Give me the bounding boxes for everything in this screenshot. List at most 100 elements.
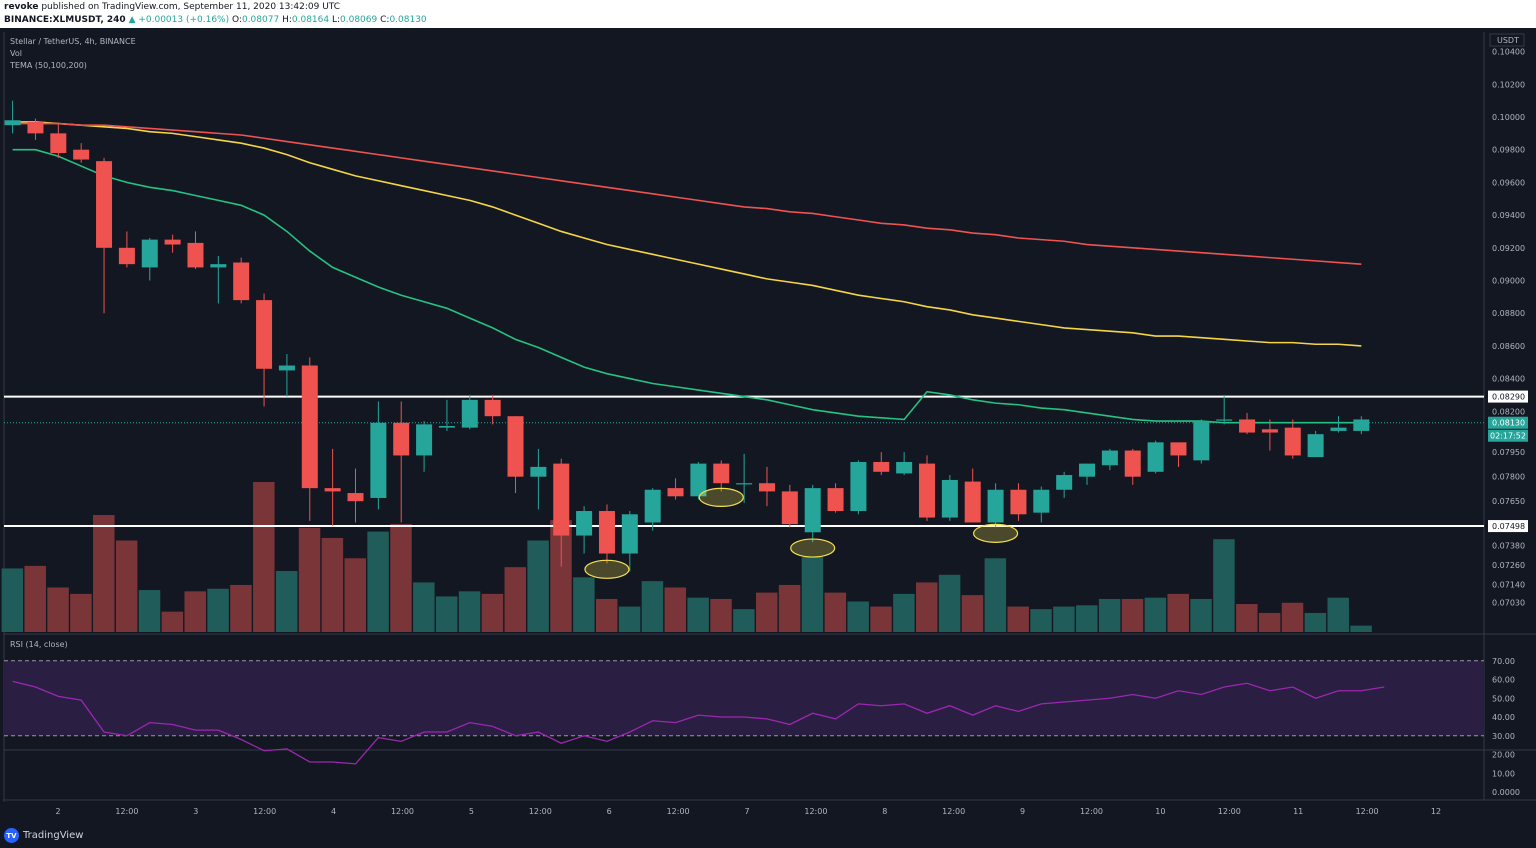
candle-body[interactable] <box>416 424 433 456</box>
candle-body[interactable] <box>850 461 867 512</box>
volume-bar <box>938 574 961 632</box>
price-chart[interactable]: 0.10400 0.10200 0.10000 0.09800 0.09600 0.094… <box>0 28 1536 822</box>
candle-body[interactable] <box>164 239 181 245</box>
volume-bar <box>24 565 46 632</box>
candle-body[interactable] <box>96 161 113 248</box>
candle-body[interactable] <box>827 488 844 512</box>
low-highlight-ellipse <box>972 523 1019 543</box>
time-tick-label: 10 <box>1155 807 1165 816</box>
candle-body[interactable] <box>393 422 410 456</box>
candle-body[interactable] <box>1079 463 1096 477</box>
volume-bar <box>664 587 687 632</box>
candle-body[interactable] <box>1170 442 1187 456</box>
candle-body[interactable] <box>1261 429 1278 433</box>
candle-body[interactable] <box>941 479 958 518</box>
price-tick-label: 0.09000 <box>1492 277 1525 286</box>
last-price-label: 0.08130 <box>1492 419 1525 428</box>
volume-bar <box>984 558 1007 632</box>
candle-body[interactable] <box>1124 450 1141 477</box>
candle-body[interactable] <box>461 399 478 428</box>
price-tick-label: 0.08800 <box>1492 309 1525 318</box>
volume-bar <box>47 587 69 632</box>
candle-body[interactable] <box>598 511 615 554</box>
candle-body[interactable] <box>964 481 981 523</box>
candle-body[interactable] <box>4 120 21 126</box>
price-tick-label: 0.07380 <box>1492 541 1525 550</box>
volume-legend: Vol <box>10 49 22 58</box>
candle-body[interactable] <box>1033 489 1050 513</box>
candle-body[interactable] <box>210 264 227 268</box>
tradingview-logo[interactable]: TV TradingView <box>4 828 83 843</box>
candle-body[interactable] <box>919 463 935 518</box>
volume-bar <box>504 567 527 632</box>
candle-body[interactable] <box>301 365 318 489</box>
countdown-tag <box>1488 429 1528 442</box>
volume-bar <box>1190 598 1212 632</box>
candle-body[interactable] <box>233 262 250 301</box>
candle-body[interactable] <box>484 399 501 417</box>
rsi-band <box>4 660 1484 736</box>
candle-body[interactable] <box>507 416 524 477</box>
rsi-tick-label: 50.00 <box>1492 694 1515 703</box>
level-price-label: 0.07498 <box>1492 522 1525 531</box>
candle-body[interactable] <box>530 466 547 477</box>
candle-body[interactable] <box>1239 419 1256 433</box>
candle-body[interactable] <box>1147 442 1164 472</box>
candle-body[interactable] <box>347 493 364 502</box>
time-tick-label: 12:00 <box>115 807 138 816</box>
candle-body[interactable] <box>736 483 753 485</box>
candle-body[interactable] <box>644 489 661 523</box>
candle-body[interactable] <box>50 133 67 153</box>
candle-body[interactable] <box>1101 450 1118 466</box>
candle-body[interactable] <box>1307 434 1324 458</box>
candle-body[interactable] <box>187 242 204 268</box>
candle-body[interactable] <box>576 511 593 536</box>
candle-body[interactable] <box>27 121 44 134</box>
candle-body[interactable] <box>667 488 684 497</box>
volume-bar <box>1076 605 1098 632</box>
candle-body[interactable] <box>324 488 341 492</box>
candle-body[interactable] <box>1353 419 1370 431</box>
candle-body[interactable] <box>690 463 707 497</box>
price-tick-label: 0.07140 <box>1492 581 1525 590</box>
price-change: ▲ +0.00013 (+0.16%) <box>128 15 230 25</box>
candle-body[interactable] <box>1216 419 1233 421</box>
chart-title: Stellar / TetherUS, 4h, BINANCE <box>10 37 136 46</box>
volume-bar <box>595 598 618 632</box>
volume-bar <box>1007 606 1029 632</box>
candle-body[interactable] <box>987 489 1004 523</box>
candle-body[interactable] <box>781 491 798 525</box>
candle-body[interactable] <box>553 463 570 536</box>
rsi-legend: RSI (14, close) <box>10 640 68 649</box>
candle-body[interactable] <box>621 514 638 554</box>
candle-body[interactable] <box>713 463 730 484</box>
candle-body[interactable] <box>873 461 890 472</box>
author-name[interactable]: revoke <box>4 2 39 12</box>
candle-body[interactable] <box>1010 489 1027 515</box>
candle-body[interactable] <box>1193 421 1210 461</box>
volume-bar <box>1053 606 1075 632</box>
candle-body[interactable] <box>1056 475 1073 490</box>
candle-body[interactable] <box>896 461 913 474</box>
candle-body[interactable] <box>256 300 273 369</box>
tradingview-logo-icon: TV <box>4 828 19 843</box>
candle-body[interactable] <box>804 488 821 533</box>
time-tick-label: 3 <box>193 807 198 816</box>
price-tick-label: 0.09200 <box>1492 244 1525 253</box>
candle-body[interactable] <box>278 365 295 371</box>
volume-bar <box>687 597 709 632</box>
candle-body[interactable] <box>370 422 387 498</box>
candle-body[interactable] <box>118 247 135 265</box>
volume-bar <box>184 591 206 632</box>
volume-bar <box>573 577 595 632</box>
candle-body[interactable] <box>758 483 775 492</box>
time-tick-label: 12:00 <box>942 807 965 816</box>
volume-bar <box>321 537 344 632</box>
candle-body[interactable] <box>438 426 455 428</box>
candle-body[interactable] <box>141 239 158 268</box>
volume-bar <box>298 527 321 632</box>
candle-body[interactable] <box>73 149 90 160</box>
low-label: L: <box>331 15 341 25</box>
candle-body[interactable] <box>1284 427 1301 456</box>
candle-body[interactable] <box>1330 427 1347 431</box>
